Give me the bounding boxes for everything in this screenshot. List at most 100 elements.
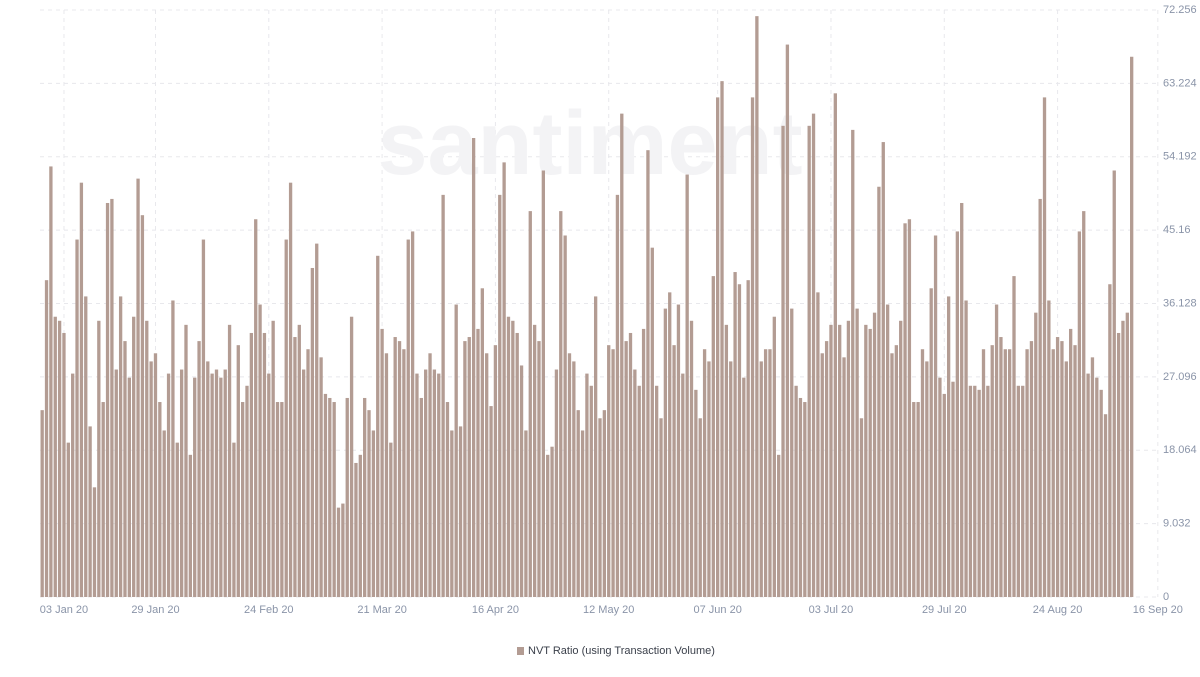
- bar: [759, 361, 763, 597]
- bar: [328, 397, 332, 597]
- bar: [1060, 341, 1064, 597]
- bar: [572, 361, 576, 597]
- bar: [214, 369, 219, 597]
- bar: [977, 389, 981, 597]
- bar: [1051, 349, 1055, 597]
- bar: [1034, 312, 1038, 597]
- bar: [498, 194, 502, 597]
- bar: [454, 304, 458, 597]
- bar: [846, 320, 851, 597]
- bar: [999, 337, 1003, 597]
- bar: [437, 373, 441, 597]
- bar: [990, 345, 994, 597]
- bar: [589, 385, 593, 597]
- bar: [1086, 373, 1090, 597]
- bar: [794, 385, 798, 597]
- bar: [53, 316, 57, 597]
- bar: [746, 280, 750, 597]
- bar: [668, 292, 672, 597]
- bar: [986, 385, 990, 597]
- bar: [576, 410, 580, 597]
- bar: [620, 113, 624, 597]
- bar: [724, 324, 729, 597]
- bar: [750, 97, 755, 598]
- bar: [742, 377, 746, 597]
- bar: [768, 349, 772, 597]
- bar: [541, 170, 546, 598]
- bar: [179, 369, 184, 597]
- bar: [79, 182, 84, 598]
- bar: [593, 296, 598, 597]
- bar: [1047, 300, 1051, 597]
- x-tick-label: 03 Jul 20: [809, 604, 854, 616]
- bar: [672, 345, 676, 597]
- bar: [628, 332, 633, 597]
- bar: [585, 373, 589, 597]
- bar: [88, 426, 92, 597]
- bar: [864, 324, 868, 597]
- bar: [428, 353, 432, 597]
- bar: [1116, 332, 1121, 597]
- bar: [84, 296, 88, 597]
- bar: [1064, 361, 1068, 597]
- x-tick-label: 24 Feb 20: [244, 604, 294, 616]
- x-tick-label: 03 Jan 20: [40, 604, 88, 616]
- bar: [480, 288, 484, 597]
- bar: [838, 324, 842, 597]
- bar: [567, 353, 572, 597]
- bar: [1082, 211, 1086, 597]
- bar: [40, 410, 44, 597]
- y-tick-label: 18.064: [1163, 444, 1197, 456]
- bar: [149, 361, 153, 597]
- bar: [271, 320, 275, 597]
- bar: [136, 178, 140, 598]
- bar: [842, 357, 846, 597]
- bar: [415, 373, 419, 597]
- bar: [737, 284, 742, 597]
- bar: [833, 93, 837, 598]
- bar: [877, 186, 881, 597]
- bar: [66, 442, 70, 597]
- bar: [75, 239, 79, 598]
- bar: [110, 198, 114, 597]
- bar: [175, 442, 179, 597]
- bar: [960, 202, 964, 597]
- bar: [219, 377, 223, 597]
- bar: [367, 410, 371, 597]
- bar: [903, 223, 907, 597]
- bar: [981, 349, 986, 597]
- y-tick-label: 72.256: [1163, 4, 1197, 16]
- bar: [463, 341, 467, 597]
- bar: [951, 381, 955, 597]
- bar: [611, 349, 615, 597]
- bar: [807, 125, 811, 598]
- bar: [302, 369, 306, 597]
- bar: [933, 235, 938, 598]
- bar: [1055, 337, 1060, 597]
- bar: [293, 337, 297, 597]
- bar: [890, 353, 894, 597]
- bar: [798, 397, 803, 597]
- bar: [707, 361, 711, 597]
- bar: [92, 487, 97, 597]
- x-tick-label: 21 Mar 20: [357, 604, 407, 616]
- bar: [345, 397, 349, 597]
- bar: [162, 430, 166, 597]
- bar: [306, 349, 310, 597]
- bar: [532, 324, 537, 597]
- bar: [223, 369, 227, 597]
- bar: [729, 361, 733, 597]
- bar: [232, 442, 236, 597]
- bar: [1042, 97, 1047, 598]
- bar: [1077, 231, 1082, 598]
- bar: [153, 353, 158, 597]
- bar: [803, 402, 807, 597]
- bar: [615, 194, 620, 597]
- bar: [105, 202, 110, 597]
- bar: [607, 345, 611, 597]
- bar: [236, 345, 240, 597]
- bar: [916, 402, 920, 597]
- bar: [450, 430, 454, 597]
- bar: [445, 402, 450, 597]
- bar: [907, 219, 912, 597]
